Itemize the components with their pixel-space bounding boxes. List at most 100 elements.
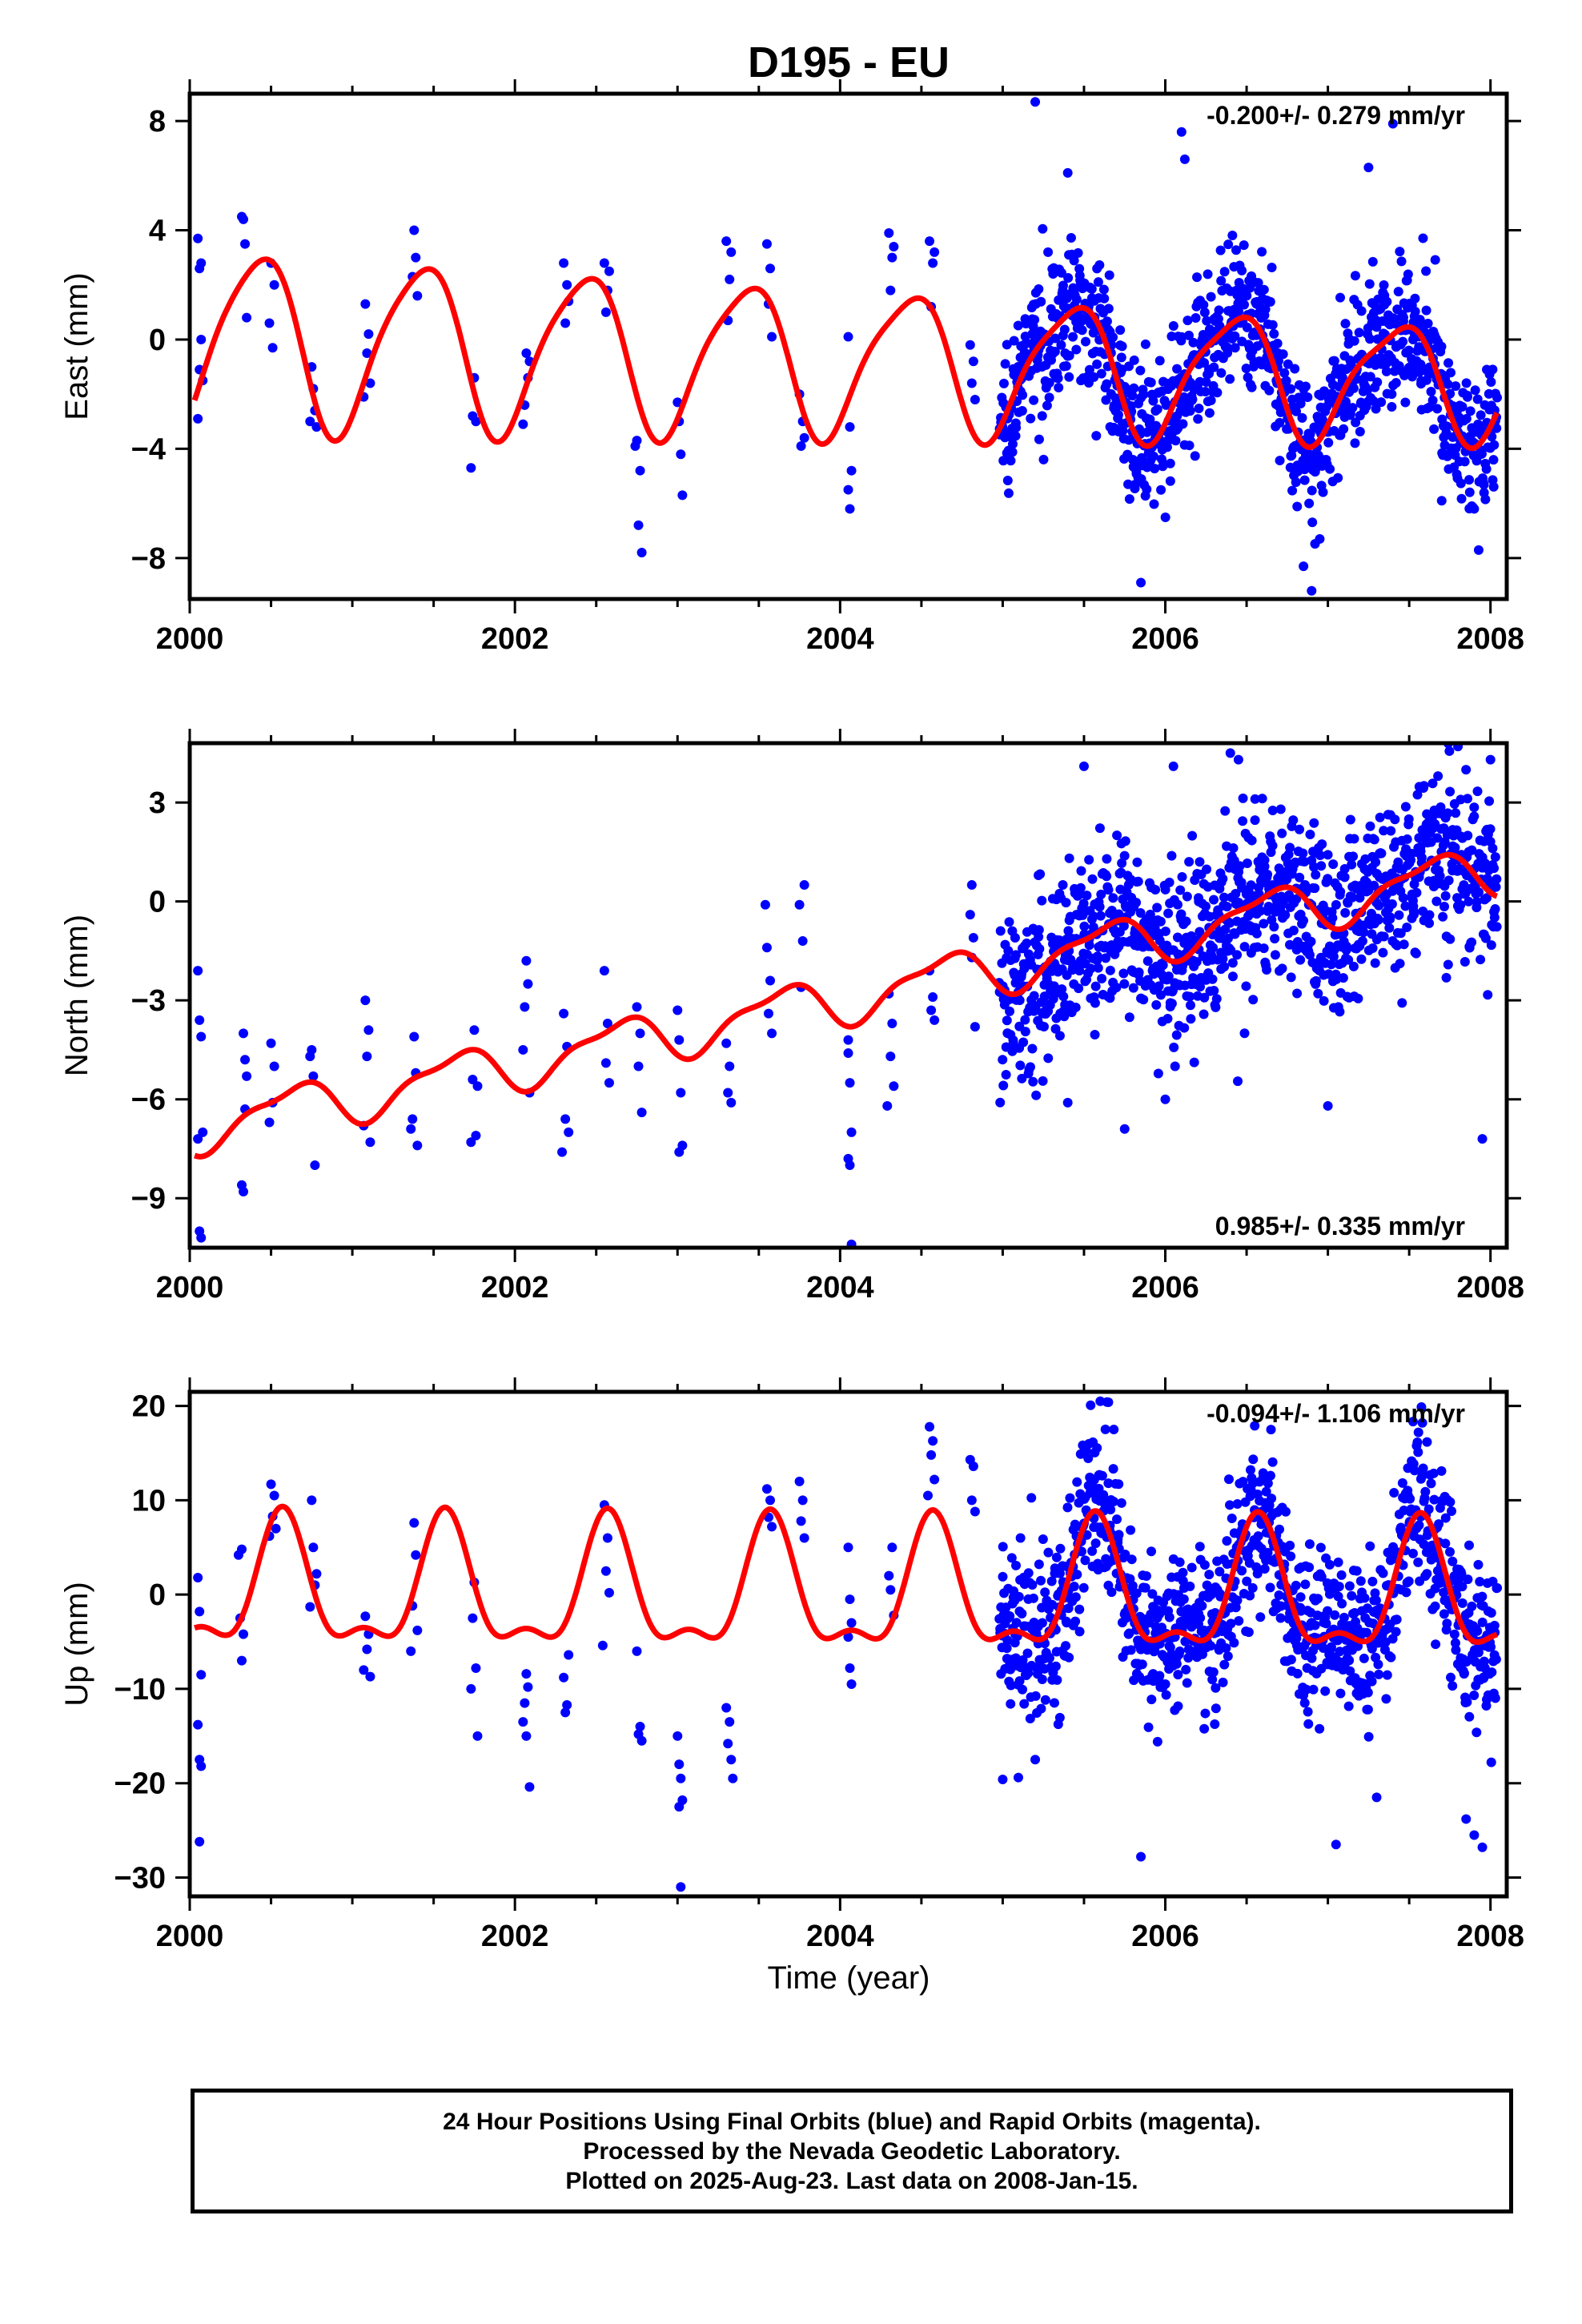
data-point xyxy=(885,1585,896,1595)
data-point xyxy=(721,1703,732,1713)
data-point xyxy=(365,378,375,388)
data-point xyxy=(1074,983,1084,994)
footer-line-1: 24 Hour Positions Using Final Orbits (bl… xyxy=(443,2108,1261,2135)
data-point xyxy=(1054,1568,1065,1578)
data-point xyxy=(1444,746,1455,756)
data-point xyxy=(1290,364,1300,374)
data-point xyxy=(466,1137,476,1148)
data-point xyxy=(1460,456,1470,467)
x-tick-label: 2008 xyxy=(1456,1271,1524,1305)
data-point xyxy=(1440,1538,1451,1549)
data-point xyxy=(1443,875,1454,886)
data-point xyxy=(1422,1437,1432,1447)
data-point xyxy=(1316,1571,1327,1582)
data-point xyxy=(1020,1015,1030,1025)
data-point xyxy=(1028,1593,1038,1603)
data-point xyxy=(1097,1470,1107,1481)
data-point xyxy=(1443,808,1453,818)
data-point xyxy=(1469,802,1480,813)
data-point xyxy=(1077,325,1087,336)
data-point xyxy=(196,1031,207,1042)
data-point xyxy=(1090,998,1100,1008)
data-point xyxy=(725,1061,735,1072)
data-point xyxy=(1182,316,1193,326)
rate-annotation: -0.200+/- 0.279 mm/yr xyxy=(1207,101,1465,130)
data-point xyxy=(1280,910,1291,920)
data-point xyxy=(1489,863,1500,874)
data-point xyxy=(1300,879,1311,890)
data-point xyxy=(1255,1612,1266,1622)
data-point xyxy=(1488,364,1498,375)
data-point xyxy=(1199,1723,1210,1734)
data-point xyxy=(1038,454,1049,464)
data-point xyxy=(1014,1591,1024,1602)
data-point xyxy=(518,419,528,429)
data-point xyxy=(1036,296,1046,307)
data-point xyxy=(1037,895,1047,906)
data-point xyxy=(1315,533,1325,544)
data-point xyxy=(1043,247,1054,257)
data-point xyxy=(1042,400,1052,411)
data-point xyxy=(1492,874,1502,884)
data-point xyxy=(1445,786,1456,797)
data-point xyxy=(1367,1676,1377,1687)
data-point xyxy=(1061,361,1071,372)
data-point xyxy=(1153,1068,1163,1079)
data-point xyxy=(998,1080,1009,1091)
data-point xyxy=(799,880,809,891)
data-point xyxy=(1486,1642,1496,1652)
data-point xyxy=(1269,328,1279,339)
data-point xyxy=(1011,1560,1022,1570)
data-point xyxy=(1486,1757,1496,1767)
data-point xyxy=(1057,984,1067,995)
data-point xyxy=(1109,1425,1119,1435)
data-point xyxy=(1059,1011,1070,1022)
data-point xyxy=(466,463,476,473)
data-point xyxy=(1275,1524,1285,1534)
data-point xyxy=(1357,936,1367,947)
data-point xyxy=(1213,314,1223,324)
data-point xyxy=(1309,862,1319,872)
data-point xyxy=(1084,854,1094,865)
data-point xyxy=(1251,928,1262,939)
data-point xyxy=(1146,1546,1157,1557)
data-point xyxy=(1490,904,1500,915)
data-point xyxy=(1436,496,1447,506)
data-point xyxy=(1490,852,1500,862)
data-point xyxy=(923,1490,934,1501)
data-point xyxy=(1079,921,1090,931)
data-point xyxy=(1011,1618,1022,1628)
data-point xyxy=(1026,413,1036,424)
data-point xyxy=(1054,1712,1065,1723)
data-point xyxy=(676,1882,686,1892)
data-point xyxy=(1195,1613,1206,1623)
rate-annotation: -0.094+/- 1.106 mm/yr xyxy=(1207,1399,1465,1428)
data-point xyxy=(602,1019,612,1028)
data-point xyxy=(1179,1023,1190,1033)
data-point xyxy=(239,1028,249,1039)
data-point xyxy=(1379,280,1389,291)
data-point xyxy=(1469,1691,1480,1701)
data-point xyxy=(1168,761,1178,771)
x-tick-label: 2002 xyxy=(481,1920,549,1953)
data-point xyxy=(1018,1655,1028,1666)
data-point xyxy=(1106,1587,1117,1598)
data-point xyxy=(1421,305,1431,316)
data-point xyxy=(1066,233,1076,243)
data-point xyxy=(1400,397,1411,408)
data-point xyxy=(1423,1504,1434,1514)
data-point xyxy=(1298,848,1308,858)
data-point xyxy=(1164,1612,1174,1622)
data-point xyxy=(1164,877,1174,887)
data-point xyxy=(1318,487,1328,497)
data-point xyxy=(1093,963,1103,973)
data-point xyxy=(242,1071,252,1081)
data-point xyxy=(1350,438,1360,448)
data-point xyxy=(266,1038,276,1048)
data-point xyxy=(884,227,894,238)
data-point xyxy=(1371,1792,1382,1803)
data-point xyxy=(604,266,614,276)
data-point xyxy=(1450,842,1460,853)
data-point xyxy=(761,1484,772,1494)
